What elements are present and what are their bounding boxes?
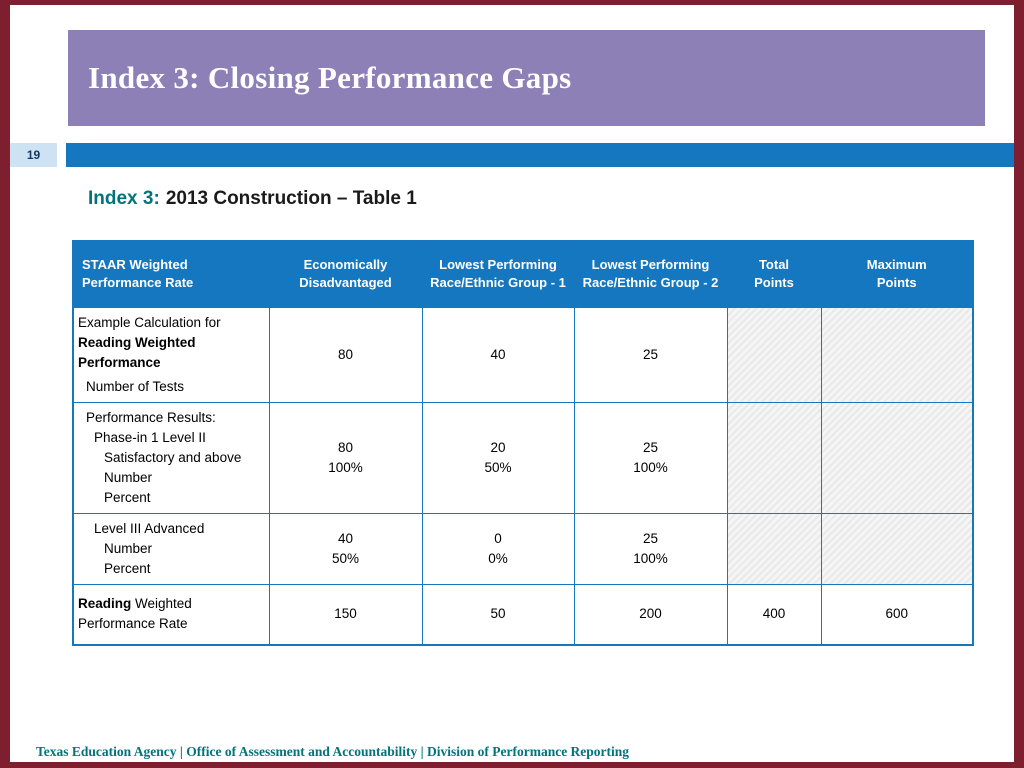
page-number-badge: 19	[10, 143, 57, 167]
row-label: Level III Advanced Number Percent	[72, 512, 270, 585]
slide-border-bottom	[0, 762, 1024, 768]
value-cell: 0 0%	[421, 512, 575, 585]
value-cell: 600	[820, 583, 974, 646]
value-cell: 400	[726, 583, 822, 646]
page-number: 19	[26, 148, 41, 162]
shaded-cell	[820, 512, 974, 585]
row-label: Example Calculation for Reading Weighted P…	[72, 306, 270, 403]
table-row: Performance Results: Phase-in 1 Level II S…	[72, 401, 974, 514]
shaded-cell	[726, 306, 822, 403]
value-cell: 25 100%	[573, 512, 728, 585]
row-label: Reading Weighted Performance Rate	[72, 583, 270, 646]
table-row: Reading Weighted Performance Rate 150 50 200…	[72, 583, 974, 646]
value-cell: 40	[421, 306, 575, 403]
shaded-cell	[820, 401, 974, 514]
title-band: Index 3: Closing Performance Gaps	[68, 30, 985, 126]
column-header: Lowest Performing Race/Ethnic Group - 2	[573, 240, 728, 308]
slide-title: Index 3: Closing Performance Gaps	[88, 60, 572, 95]
table-row: Level III Advanced Number Percent 40 50% 0 0% 2…	[72, 512, 974, 585]
slide-border-top	[0, 0, 1024, 5]
value-cell: 40 50%	[268, 512, 423, 585]
slide-border-right	[1014, 0, 1024, 768]
slide-border-left	[0, 0, 10, 768]
value-cell: 80 100%	[268, 401, 423, 514]
column-header: Maximum Points	[820, 240, 974, 308]
column-header: STAAR Weighted Performance Rate	[72, 240, 270, 308]
column-header: Total Points	[726, 240, 822, 308]
shaded-cell	[820, 306, 974, 403]
column-header: Economically Disadvantaged	[268, 240, 423, 308]
accent-bar	[66, 143, 1014, 167]
row-label: Performance Results: Phase-in 1 Level II S…	[72, 401, 270, 514]
value-cell: 20 50%	[421, 401, 575, 514]
table-header-row: STAAR Weighted Performance Rate Economical…	[72, 240, 974, 308]
value-cell: 200	[573, 583, 728, 646]
value-cell: 80	[268, 306, 423, 403]
value-cell: 150	[268, 583, 423, 646]
shaded-cell	[726, 512, 822, 585]
shaded-cell	[726, 401, 822, 514]
section-heading-text: 2013 Construction – Table 1	[165, 188, 417, 209]
index3-table: STAAR Weighted Performance Rate Economical…	[72, 240, 974, 646]
section-heading: Index 3: 2013 Construction – Table 1	[88, 188, 417, 210]
footer-text: Texas Education Agency | Office of Asses…	[36, 744, 630, 759]
section-heading-prefix: Index 3:	[88, 188, 160, 209]
column-header: Lowest Performing Race/Ethnic Group - 1	[421, 240, 575, 308]
value-cell: 50	[421, 583, 575, 646]
performance-table: STAAR Weighted Performance Rate Economical…	[72, 240, 974, 646]
value-cell: 25	[573, 306, 728, 403]
value-cell: 25 100%	[573, 401, 728, 514]
table-row: Example Calculation for Reading Weighted P…	[72, 306, 974, 403]
